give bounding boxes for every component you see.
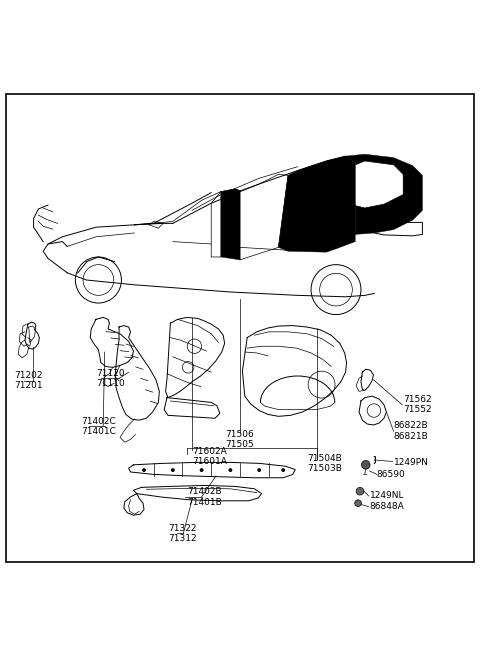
Text: 1249NL: 1249NL	[370, 491, 404, 501]
Text: 71402C
71401C: 71402C 71401C	[82, 417, 117, 436]
Text: 71562
71552: 71562 71552	[403, 395, 432, 415]
Circle shape	[142, 468, 146, 472]
Text: 71202
71201: 71202 71201	[14, 371, 43, 390]
Polygon shape	[355, 161, 403, 208]
Text: 71602A
71601A: 71602A 71601A	[192, 447, 227, 466]
Text: 71402B
71401B: 71402B 71401B	[187, 487, 222, 506]
Circle shape	[356, 487, 364, 495]
Polygon shape	[346, 154, 422, 234]
Polygon shape	[221, 189, 240, 260]
Text: 71322
71312: 71322 71312	[168, 523, 197, 543]
Text: 86848A: 86848A	[370, 502, 404, 511]
Text: 71504B
71503B: 71504B 71503B	[307, 454, 342, 473]
Text: 86822B
86821B: 86822B 86821B	[394, 422, 428, 441]
Polygon shape	[278, 156, 355, 252]
Circle shape	[257, 468, 261, 472]
Text: 1249PN: 1249PN	[394, 458, 429, 467]
Text: 86590: 86590	[377, 470, 406, 479]
Circle shape	[281, 468, 285, 472]
Circle shape	[228, 468, 232, 472]
Circle shape	[171, 468, 175, 472]
Text: 71506
71505: 71506 71505	[226, 430, 254, 449]
Text: 71120
71110: 71120 71110	[96, 369, 125, 388]
Circle shape	[355, 500, 361, 506]
Circle shape	[200, 468, 204, 472]
Circle shape	[361, 461, 370, 469]
